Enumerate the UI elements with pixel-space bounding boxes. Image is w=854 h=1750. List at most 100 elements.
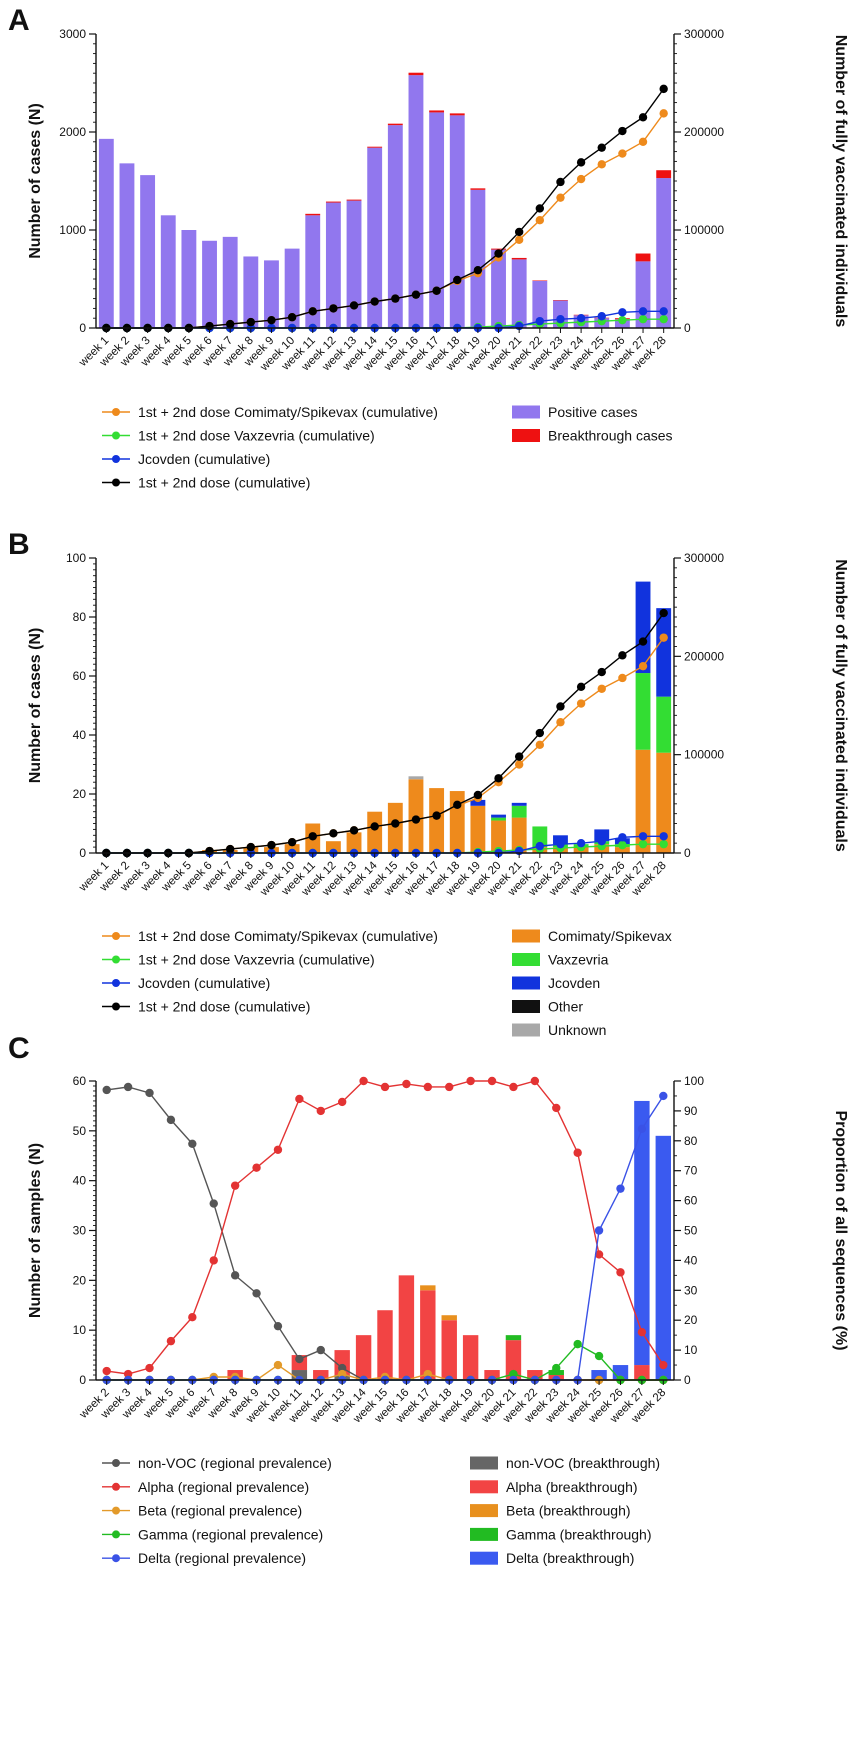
- point-A-s2-25: [618, 308, 627, 317]
- legend-box-A-0: [512, 405, 540, 419]
- point-B-s2-26: [638, 832, 648, 841]
- panel-letter-C: C: [8, 1032, 30, 1065]
- bar-B-s2-22: [553, 835, 568, 845]
- legend-marker-A-2: [112, 455, 120, 463]
- bar-B-s0-17: [449, 791, 465, 853]
- point-C-s0-4: [188, 1139, 197, 1148]
- bar-C-s0-9: [291, 1370, 308, 1380]
- bar-B-s0-19: [491, 820, 506, 853]
- bar-A-s0-16: [429, 112, 445, 329]
- ytick-label-left-C-2: 20: [73, 1273, 87, 1287]
- legend-marker-A-1: [112, 431, 120, 440]
- point-C-s1-17: [466, 1076, 475, 1086]
- point-B-s3-19: [494, 774, 503, 783]
- point-B-s3-6: [225, 844, 235, 854]
- bar-B-s2-26: [635, 581, 651, 674]
- bar-A-s0-14: [387, 125, 403, 328]
- bar-A-s1-16: [429, 110, 445, 113]
- ytick-label-right-B-1: 100000: [684, 748, 724, 762]
- legend-B: 1st + 2nd dose Comimaty/Spikevax (cumula…: [102, 928, 672, 1038]
- legend-box-C-2: [470, 1504, 498, 1518]
- bar-B-s1-26: [635, 673, 651, 750]
- bar-C-s1-15: [420, 1290, 436, 1380]
- bar-A-s1-21: [532, 280, 548, 281]
- point-A-s3-7: [246, 317, 256, 327]
- bar-B-s1-27: [656, 696, 672, 753]
- point-B-s3-18: [473, 790, 483, 800]
- point-C-s0-5: [209, 1199, 218, 1208]
- legend-marker-C-1: [112, 1482, 120, 1491]
- bar-B-s2-20: [511, 802, 527, 806]
- point-B-s1-26: [638, 839, 648, 849]
- point-C-s1-22: [573, 1148, 582, 1157]
- bar-C-s1-25: [634, 1365, 650, 1380]
- point-B-s0-27: [659, 633, 668, 642]
- point-A-s3-27: [659, 84, 668, 94]
- line-B-s3: [106, 612, 665, 854]
- point-A-s1-26: [638, 314, 648, 324]
- legend-marker-B-1: [112, 955, 120, 964]
- point-A-s3-20: [514, 227, 524, 237]
- panel-letter-B: B: [8, 528, 30, 561]
- bar-B-s0-14: [387, 802, 403, 853]
- point-A-s3-17: [453, 275, 462, 285]
- y-axis-title-left-C: Number of samples (N): [27, 1143, 44, 1318]
- bar-C-s2-16: [441, 1315, 457, 1321]
- ytick-label-left-C-1: 10: [73, 1323, 87, 1337]
- ytick-label-left-B-3: 60: [73, 669, 87, 683]
- point-A-s2-21: [535, 316, 545, 326]
- point-B-s3-24: [597, 667, 606, 677]
- point-C-s1-23: [594, 1250, 604, 1259]
- legend-box-B-4: [512, 1023, 540, 1037]
- point-B-s2-27: [659, 832, 668, 841]
- bar-B-s1-20: [511, 805, 527, 818]
- ytick-label-right-A-1: 100000: [684, 223, 724, 237]
- ytick-label-left-B-5: 100: [66, 551, 86, 565]
- legend-box-C-0: [470, 1456, 498, 1470]
- point-C-s3-22: [573, 1339, 582, 1349]
- point-B-s0-24: [597, 684, 606, 693]
- point-A-s3-11: [329, 304, 338, 313]
- legend-label-left-C-4: Delta (regional prevalence): [138, 1550, 306, 1566]
- bar-C-s4-26: [655, 1135, 671, 1380]
- point-A-s3-13: [370, 297, 379, 306]
- point-B-s1-25: [618, 840, 627, 850]
- point-A-s3-22: [556, 177, 565, 187]
- point-B-s3-25: [618, 651, 627, 660]
- point-B-s3-15: [411, 815, 421, 824]
- point-B-s2-24: [597, 837, 606, 846]
- point-C-s1-1: [123, 1369, 133, 1379]
- point-C-s1-24: [616, 1268, 625, 1277]
- point-A-s3-21: [535, 204, 545, 213]
- point-B-s2-21: [535, 841, 545, 851]
- legend-marker-B-0: [112, 932, 120, 940]
- point-A-s0-21: [535, 216, 545, 225]
- axes-C: 01020304050600102030405060708090100week …: [27, 1074, 849, 1426]
- point-C-s4-24: [616, 1184, 625, 1193]
- bar-B-s0-11: [325, 841, 341, 853]
- legend-label-right-A-0: Positive cases: [548, 404, 637, 420]
- legend-box-B-0: [512, 929, 540, 943]
- point-C-s0-0: [102, 1085, 111, 1095]
- point-C-s0-6: [230, 1271, 240, 1280]
- legend-label-right-C-1: Alpha (breakthrough): [506, 1479, 638, 1495]
- point-C-s1-19: [509, 1082, 518, 1092]
- bar-A-s1-19: [491, 248, 506, 250]
- point-C-s0-11: [337, 1363, 347, 1373]
- legend-box-C-4: [470, 1551, 498, 1565]
- point-B-s2-23: [576, 838, 586, 848]
- point-B-s3-12: [349, 826, 359, 835]
- bar-C-s1-20: [527, 1370, 543, 1380]
- ytick-label-right-A-3: 300000: [684, 27, 724, 41]
- point-B-s3-16: [432, 811, 441, 820]
- ytick-label-left-B-1: 20: [73, 787, 87, 801]
- point-B-s2-25: [618, 833, 627, 842]
- bar-A-s0-1: [119, 163, 135, 328]
- point-C-s1-2: [145, 1363, 154, 1373]
- point-C-s2-15: [423, 1369, 433, 1379]
- point-C-s0-7: [252, 1289, 261, 1298]
- bar-C-s1-16: [441, 1320, 457, 1380]
- bar-B-s4-15: [408, 776, 424, 780]
- legend-box-B-2: [512, 976, 540, 990]
